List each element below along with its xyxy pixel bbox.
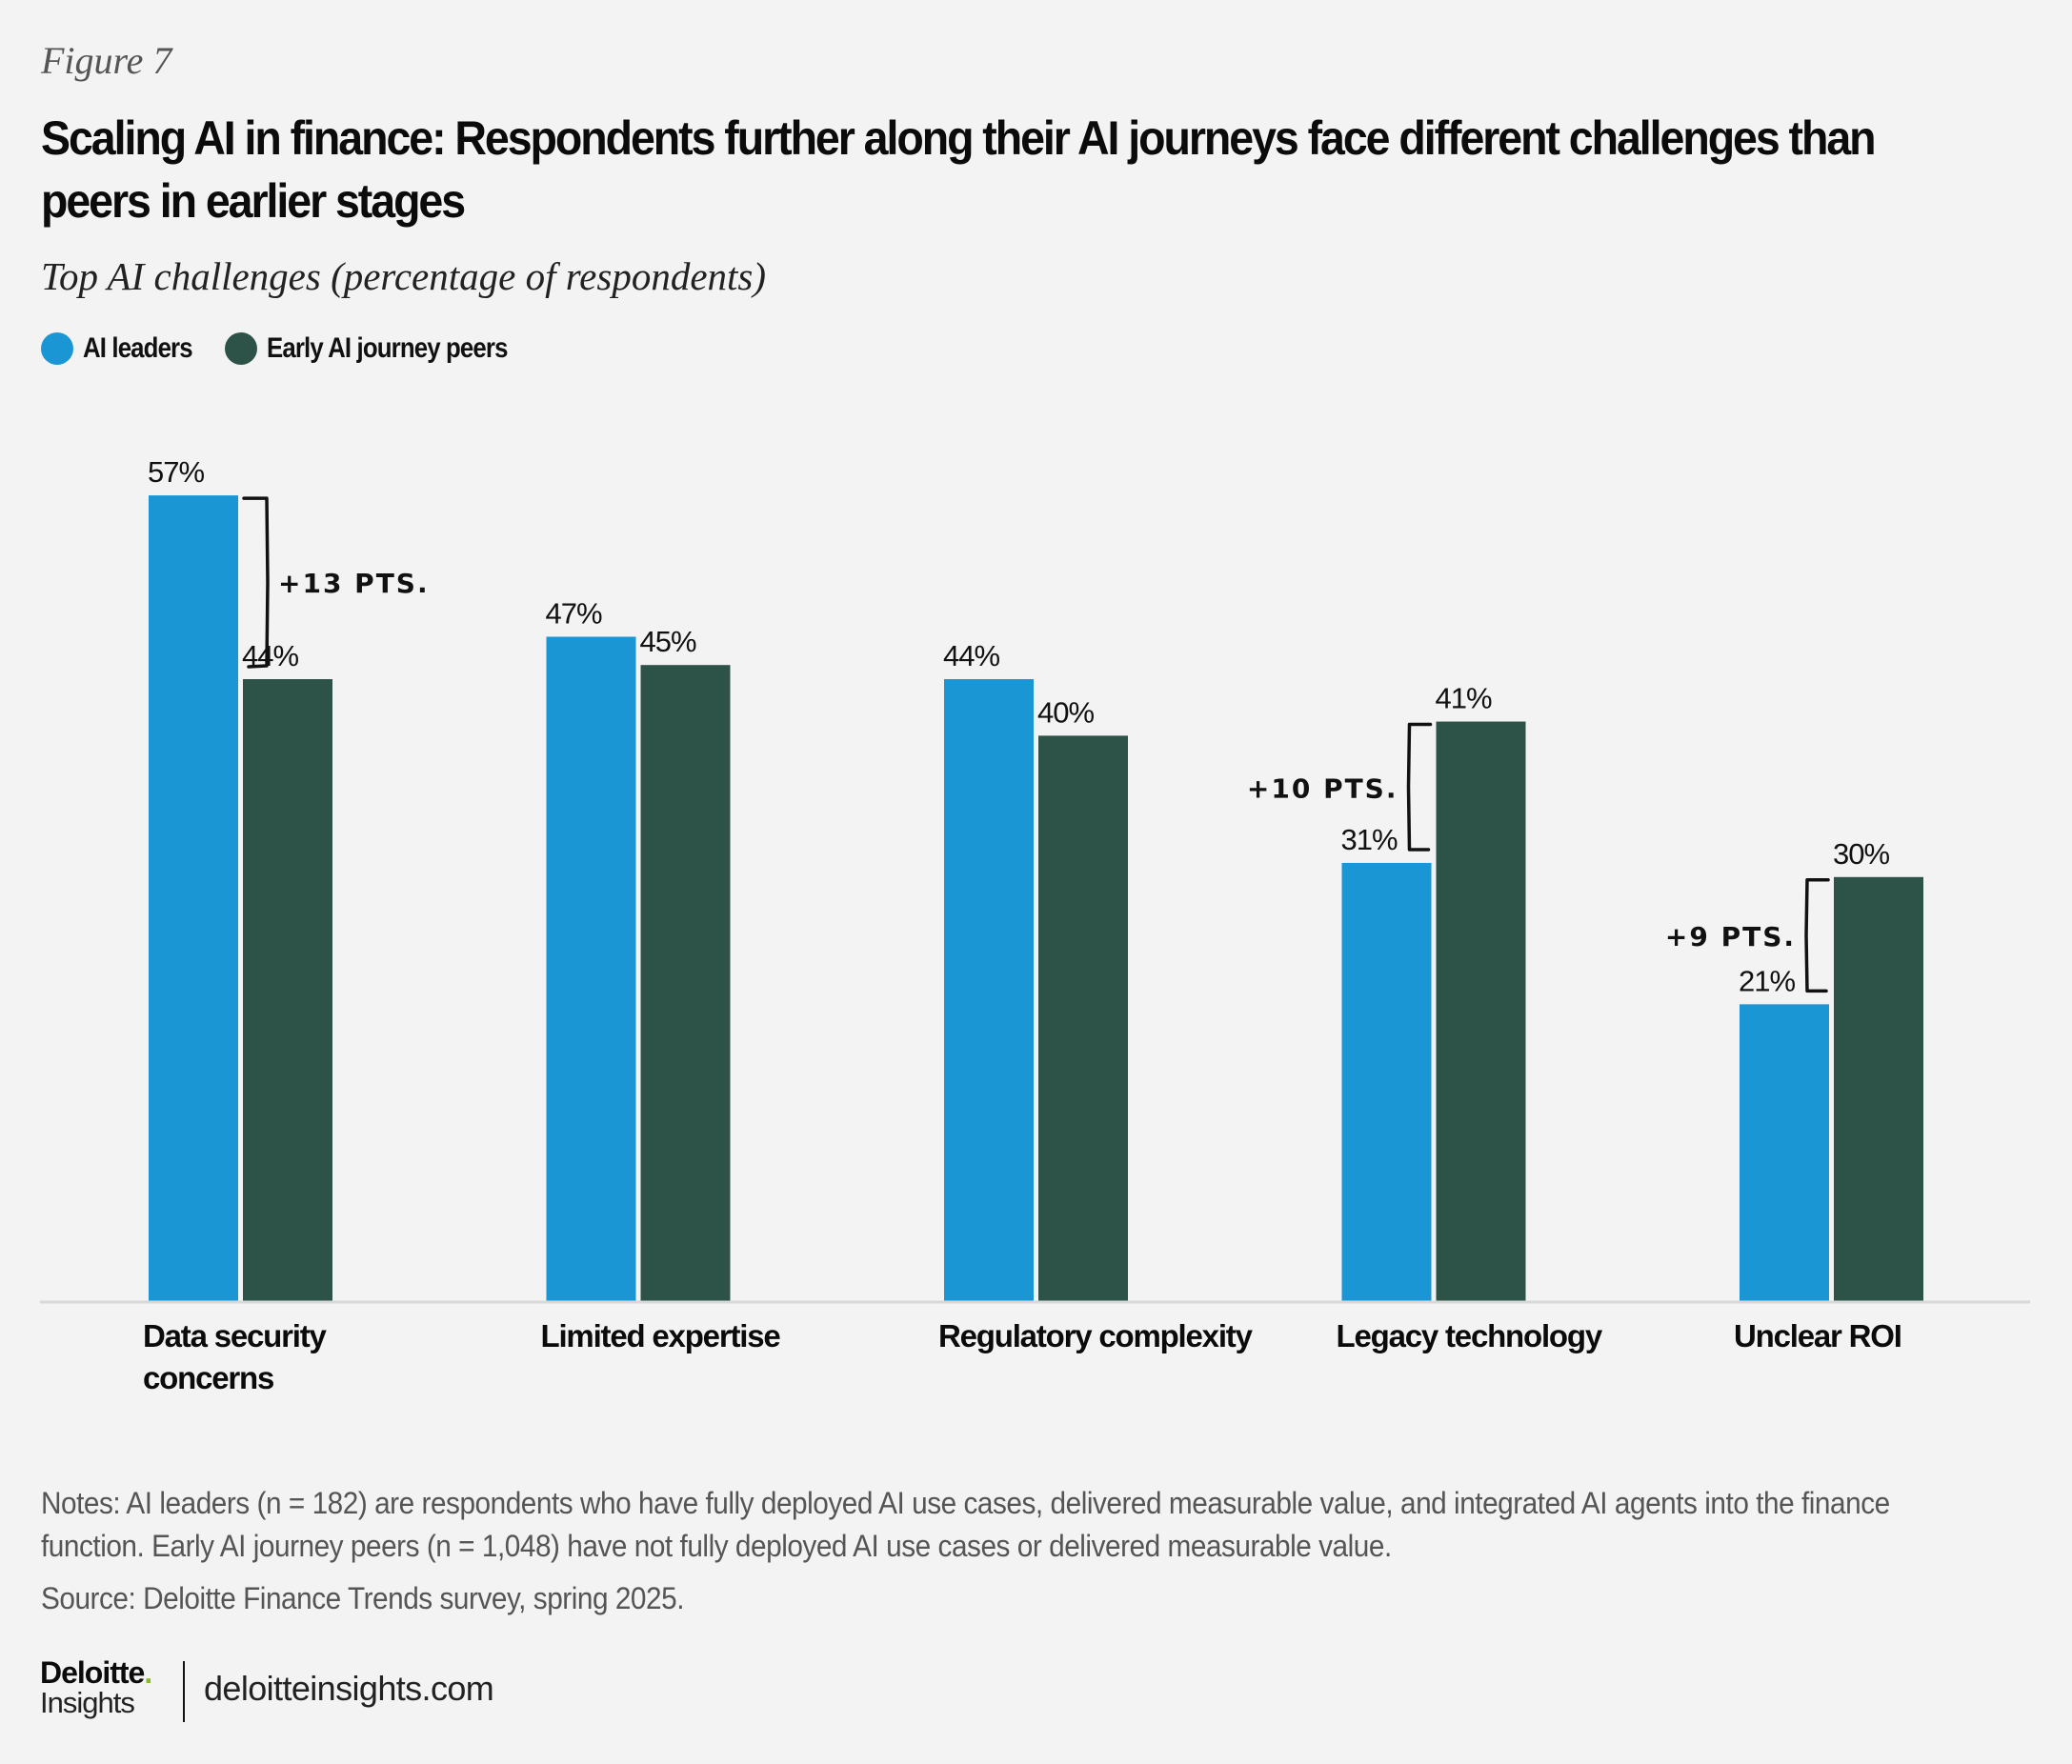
legend-swatch-ai-leaders [41,332,73,365]
logo-brand: Deloitte [40,1655,145,1690]
legend-item-ai-leaders: AI leaders [41,332,210,365]
notes-text: Notes: AI leaders (n = 182) are responde… [41,1486,1890,1563]
site-url-link[interactable]: deloitteinsights.com [204,1669,494,1708]
annotations-group: +13 PTS. +10 PTS. +9 PTS. [242,496,1830,993]
bar-ai-leaders [1341,862,1432,1301]
category-label-line: Limited expertise [541,1318,781,1353]
value-label: 41% [1436,682,1492,715]
bar-early-peers [1834,876,1923,1301]
legend-swatch-early-peers [225,332,258,365]
source-text: Source: Deloitte Finance Trends survey, … [41,1581,684,1615]
chart-title: Scaling AI in finance: Respondents furth… [41,111,1877,228]
category-label-line: Legacy technology [1337,1318,1603,1353]
value-labels-group: 57%44%47%45% 44%40%31%41%21%30% [148,455,1890,997]
bar-early-peers [1038,735,1128,1301]
deloitte-logo: Deloitte. [40,1655,152,1691]
value-label: 47% [546,597,602,631]
difference-bracket [242,496,270,669]
category-label-line: Regulatory complexity [938,1318,1254,1353]
value-label: 31% [1341,823,1398,856]
difference-bracket [1804,878,1830,993]
figure-label: Figure 7 [41,39,172,82]
difference-annotation: +10 PTS. [1247,772,1398,804]
value-label: 57% [148,455,204,489]
bar-early-peers [243,679,332,1301]
bar-early-peers [640,665,731,1301]
category-label: Unclear ROI [1734,1318,1901,1353]
difference-bracket [1406,722,1433,852]
bar-ai-leaders [149,495,238,1301]
legend: AI leaders Early AI journey peers [41,332,589,365]
category-label: Data security concerns [143,1318,328,1395]
footer-divider [183,1661,185,1722]
logo-dot: . [144,1655,152,1690]
difference-annotation: +13 PTS. [278,568,430,599]
bar-ai-leaders [1740,1004,1829,1301]
value-label: 30% [1833,837,1889,871]
category-label-line: Unclear ROI [1734,1318,1901,1353]
value-label: 40% [1037,695,1094,729]
category-label: Limited expertise [541,1318,781,1353]
bar-ai-leaders [546,636,636,1301]
logo-insights: Insights [40,1686,135,1719]
category-label-line: concerns [143,1360,273,1395]
value-label: 21% [1739,964,1795,997]
category-label: Legacy technology [1337,1318,1603,1353]
legend-item-early-peers: Early AI journey peers [225,332,547,365]
difference-annotation: +9 PTS. [1665,921,1796,952]
value-label: 44% [943,639,999,672]
category-label-line: Data security [143,1318,328,1353]
chart-subtitle: Top AI challenges (percentage of respond… [41,254,767,298]
bar-ai-leaders [944,679,1034,1301]
bars-group [149,495,1923,1301]
bar-early-peers [1436,721,1526,1301]
value-label: 45% [640,625,696,658]
category-labels-group: Data security concerns Limited expertise Re… [143,1318,1902,1395]
legend-label: Early AI journey peers [267,332,509,364]
legend-label: AI leaders [83,332,193,364]
category-label: Regulatory complexity [938,1318,1254,1353]
